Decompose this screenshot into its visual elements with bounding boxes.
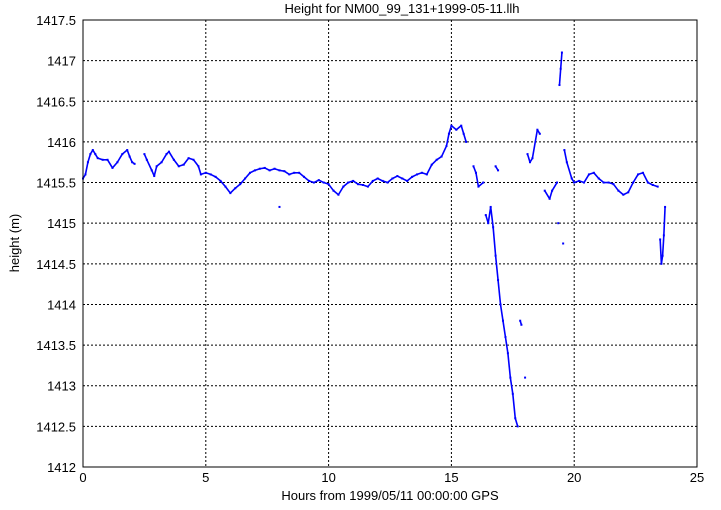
data-trace-segment [544,190,551,200]
data-trace-segment [183,157,190,166]
data-trace-segment [462,133,467,143]
data-trace-segment [504,336,509,354]
data-trace-segment [512,393,517,419]
data-trace-segment [514,418,519,427]
chart-title: Height for NM00_99_131+1999-05-11.llh [284,1,519,16]
data-trace-segment [160,153,168,163]
data-trace-segment [531,129,539,159]
data-trace-segment [632,174,639,183]
data-trace-segment [168,151,175,161]
x-tick-label: 15 [444,470,458,485]
y-tick-label: 1412.5 [36,419,76,434]
data-trace-segment [509,377,514,394]
data-trace-segment [87,153,92,163]
y-tick-label: 1415 [47,216,76,231]
data-trace-segment [126,149,131,157]
data-point [562,242,565,245]
data-trace-segment [642,172,649,183]
y-tick-label: 1415.5 [36,176,76,191]
data-trace-segment [566,161,573,179]
y-tick-label: 1416.5 [36,94,76,109]
data-point [538,132,541,135]
data-trace-segment [84,162,89,175]
data-trace-segment [475,172,480,187]
data-trace-segment [507,353,512,378]
data-trace-segment [660,255,664,264]
data-trace-segment [489,206,494,228]
y-tick-label: 1417.5 [36,13,76,28]
y-tick-label: 1414.5 [36,257,76,272]
data-trace-segment [192,159,200,167]
data-trace-segment [448,125,453,135]
data-point [465,140,468,143]
data-trace-segment [146,159,153,171]
data-trace-segment [627,182,634,193]
data-trace-segment [559,52,563,69]
y-tick-label: 1413.5 [36,338,76,353]
data-point [520,323,523,326]
data-trace-segment [460,125,465,135]
data-point [482,181,485,184]
data-trace-segment [661,235,665,256]
x-tick-label: 5 [202,470,209,485]
y-tick-label: 1414 [47,297,76,312]
data-point [556,181,559,184]
data-trace-segment [494,255,499,281]
data-trace-segment [659,239,663,264]
data-trace-segment [445,133,450,147]
data-trace-segment [426,164,433,175]
data-trace-segment [327,183,335,192]
data-point [516,425,519,428]
y-tick-label: 1413 [47,379,76,394]
x-axis-label: Hours from 1999/05/11 00:00:00 GPS [281,488,499,503]
data-trace-segment [502,320,507,338]
data-point [656,185,659,188]
data-trace-segment [440,145,448,157]
data-trace-segment [224,186,231,194]
x-tick-label: 20 [567,470,581,485]
data-trace-segment [472,166,477,174]
y-axis-label: height (m) [7,214,22,273]
data-point [497,169,500,172]
data-trace-segment [526,153,531,163]
data-trace-segment [337,186,345,196]
data-trace-segment [663,206,666,236]
data-trace-segment [563,149,568,163]
data-trace-segment [153,166,158,177]
data-trace-segment [497,279,502,305]
data-point [278,205,281,208]
x-tick-label: 25 [690,470,704,485]
data-trace-segment [499,304,504,321]
x-tick-label: 0 [79,470,86,485]
data-trace-segment [551,182,558,192]
data-point [560,51,563,54]
plot-frame [82,19,698,468]
data-trace-segment [558,68,562,86]
data-point [524,376,527,379]
data-trace-segment [197,166,202,175]
data-point [557,222,560,225]
data-trace-segment [548,190,553,200]
data-point [661,254,664,257]
data-trace-segment [492,227,497,256]
data-trace-segment [106,159,114,169]
y-tick-label: 1412 [47,460,76,475]
data-point [664,205,667,208]
data-trace-segment [612,183,620,192]
data-trace-segment [173,159,180,167]
data-trace-segment [116,153,123,163]
y-tick-label: 1417 [47,54,76,69]
data-point [133,162,136,165]
y-tick-label: 1416 [47,135,76,150]
data-trace-segment [583,174,590,183]
x-tick-label: 10 [321,470,335,485]
